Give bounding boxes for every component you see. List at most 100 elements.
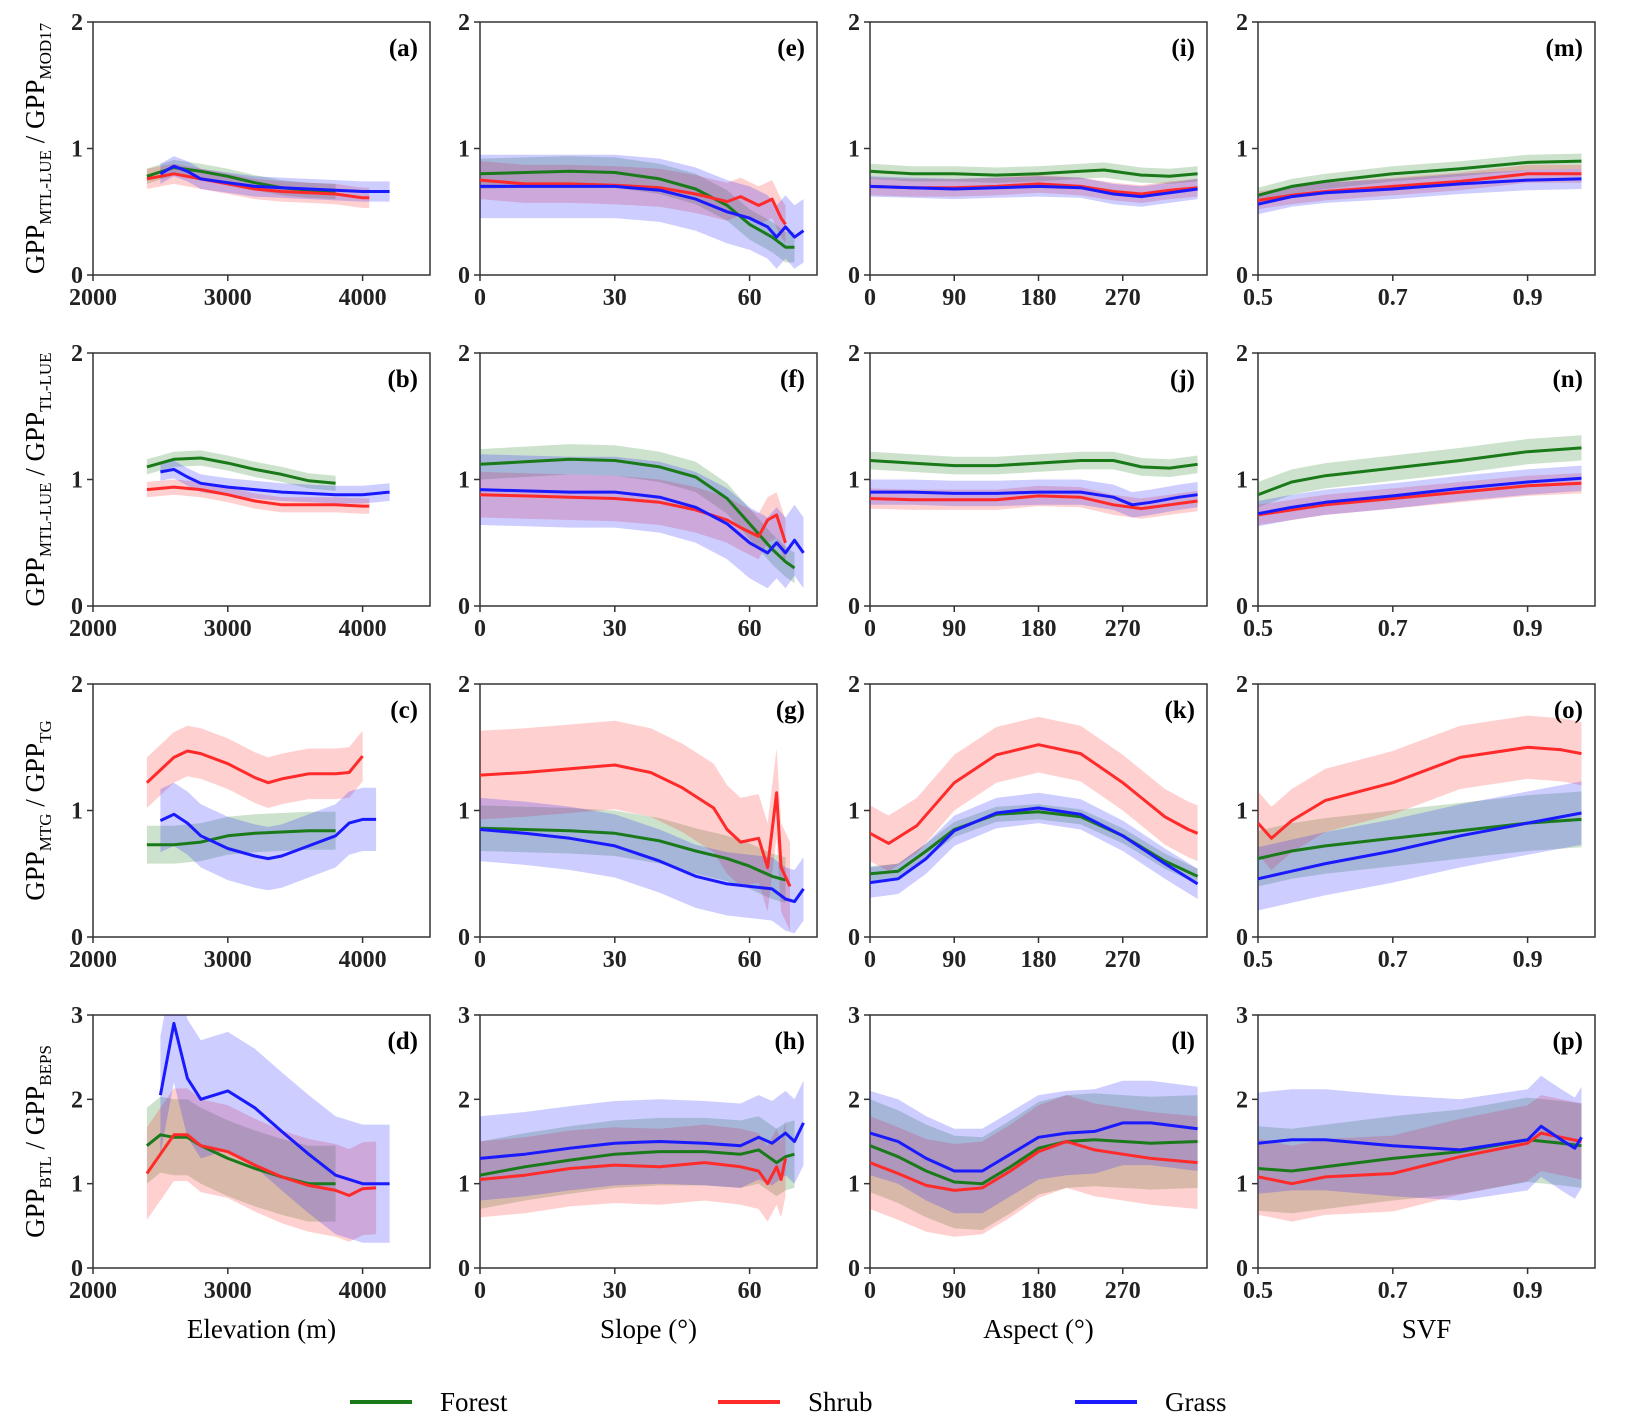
y-tick-label: 2 (458, 10, 470, 36)
y-tick-label: 1 (458, 1172, 470, 1198)
x-tick-label: 60 (738, 285, 762, 311)
axes-frame (1257, 352, 1596, 607)
y-tick-label: 3 (848, 1003, 860, 1029)
y-tick-label: 1 (848, 468, 860, 494)
x-tick-label: 180 (1021, 285, 1057, 311)
band-shrub (480, 1120, 786, 1222)
panel-j: 0 90 180 270 0 1 2 (j) (848, 341, 1208, 642)
y-axis-label: GPPBTL / GPPBEPS (20, 1045, 55, 1238)
x-tick-label: 90 (942, 947, 966, 973)
band-shrub (1258, 715, 1582, 870)
y-tick-label: 2 (71, 341, 83, 367)
x-tick-label: 0.9 (1513, 616, 1543, 642)
panel-b: 2000 3000 4000 0 1 2 (b) (69, 341, 431, 642)
y-axis-labels: GPPMTL-LUE / GPPMOD17 GPPMTL-LUE / GPPTL-… (20, 22, 55, 1238)
y-tick-label: 0 (71, 925, 83, 951)
series-line-shrub (1258, 1131, 1582, 1186)
y-tick-label: 2 (848, 10, 860, 36)
band-shrub (870, 175, 1198, 203)
band-forest (1258, 791, 1582, 887)
y-tick-label: 1 (848, 1172, 860, 1198)
panel-g: 0 30 60 0 1 2 (g) (458, 672, 818, 973)
x-tick-label: 0.5 (1243, 616, 1273, 642)
plot-area (1258, 1075, 1583, 1222)
plot-area (870, 451, 1198, 519)
band-grass (480, 454, 804, 589)
y-tick-label: 2 (458, 341, 470, 367)
x-tick-label: 60 (738, 1278, 762, 1304)
series-line-grass (480, 488, 805, 555)
x-tick-label: 2000 (69, 285, 117, 311)
x-tick-label: 90 (942, 616, 966, 642)
x-axis-label: SVF (1402, 1314, 1452, 1344)
series-line-shrub (870, 494, 1198, 511)
y-tick-label: 2 (1236, 1087, 1248, 1113)
y-tick-label: 0 (848, 925, 860, 951)
x-tick-label: 60 (738, 616, 762, 642)
band-grass (870, 479, 1198, 518)
legend-label-grass: Grass (1165, 1387, 1227, 1417)
series-line-shrub (1258, 481, 1582, 517)
y-tick-label: 0 (848, 1256, 860, 1282)
axes-frame (1257, 21, 1596, 276)
series-line-forest (1258, 159, 1582, 197)
plot-area (480, 444, 805, 589)
y-tick-label: 0 (1236, 263, 1248, 289)
x-tick-label: 270 (1105, 947, 1141, 973)
panel-n: 0.5 0.7 0.9 0 1 2 (n) (1236, 341, 1596, 642)
series-line-shrub (146, 172, 370, 200)
plot-area (480, 1080, 805, 1222)
x-tick-label: 0 (474, 1278, 486, 1304)
y-tick-label: 0 (71, 263, 83, 289)
plot-area (146, 450, 390, 514)
y-tick-label: 2 (848, 672, 860, 698)
y-tick-label: 1 (848, 799, 860, 825)
x-tick-label: 0.7 (1378, 285, 1408, 311)
series-line-grass (160, 467, 390, 497)
x-tick-label: 3000 (204, 285, 252, 311)
series-line-forest (480, 1148, 795, 1177)
series-line-shrub (146, 485, 370, 508)
band-shrub (1258, 473, 1582, 525)
band-forest (1258, 435, 1582, 508)
y-tick-label: 2 (1236, 10, 1248, 36)
panel-a: 2000 3000 4000 0 1 2 (a) (69, 10, 431, 311)
panel-label: (l) (1171, 1028, 1195, 1055)
panel-label: (c) (390, 697, 418, 724)
plot-area (870, 716, 1199, 899)
plot-area (870, 162, 1198, 207)
band-shrub (480, 471, 786, 566)
series-line-shrub (145, 749, 364, 785)
panel-label: (p) (1552, 1028, 1583, 1055)
series-line-grass (1258, 476, 1582, 516)
axes-frame (92, 683, 431, 938)
panel-l: 0 90 180 270 0 1 2 3 (l) (848, 1003, 1208, 1304)
series-line-grass (158, 1021, 390, 1186)
x-tick-label: 4000 (339, 285, 387, 311)
y-tick-label: 1 (1236, 468, 1248, 494)
x-tick-label: 0 (864, 616, 876, 642)
y-tick-label: 0 (1236, 594, 1248, 620)
y-tick-label: 0 (458, 925, 470, 951)
x-tick-label: 0 (864, 947, 876, 973)
series-line-shrub (480, 178, 787, 226)
y-tick-label: 2 (71, 10, 83, 36)
y-tick-label: 2 (71, 672, 83, 698)
panel-m: 0.5 0.7 0.9 0 1 2 (m) (1236, 10, 1596, 311)
y-axis-label: GPPMTL-LUE / GPPTL-LUE (20, 352, 55, 606)
y-tick-label: 2 (71, 1087, 83, 1113)
panel-label: (f) (780, 366, 805, 393)
x-axis-label: Slope (°) (600, 1314, 697, 1344)
series-line-forest (146, 829, 336, 847)
band-grass (870, 176, 1198, 207)
legend: Forest Shrub Grass (350, 1387, 1227, 1417)
x-tick-label: 4000 (339, 616, 387, 642)
series-line-forest (1258, 1138, 1582, 1173)
band-shrub (1258, 1095, 1582, 1222)
band-shrub (146, 1088, 377, 1242)
panel-h: 0 30 60 0 1 2 3 (h) (458, 1003, 818, 1304)
y-tick-label: 0 (458, 594, 470, 620)
panel-label: (b) (387, 366, 418, 393)
plot-area (1258, 153, 1582, 215)
